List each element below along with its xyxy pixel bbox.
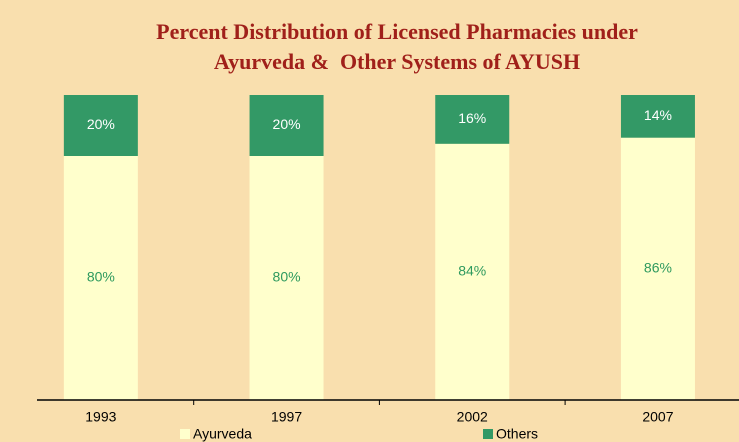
data-label: 20% [273, 116, 301, 132]
legend-label: Ayurveda [193, 426, 252, 442]
chart-title: Percent Distribution of Licensed Pharmac… [156, 19, 638, 44]
bar-segment [620, 95, 695, 138]
data-label: 86% [644, 260, 672, 276]
x-tick-label: 1993 [85, 409, 116, 425]
bar-segment [63, 95, 138, 156]
legend-swatch [180, 429, 190, 439]
chart-title: Ayurveda & Other Systems of AYUSH [214, 49, 580, 74]
data-label: 80% [273, 269, 301, 285]
bar-segment [63, 156, 138, 400]
data-label: 84% [458, 263, 486, 279]
data-label: 16% [458, 110, 486, 126]
bar-segment [435, 95, 510, 144]
bar-segment [249, 95, 324, 156]
bar-segment [620, 137, 695, 400]
x-tick-label: 2007 [642, 409, 673, 425]
data-label: 80% [87, 269, 115, 285]
legend-swatch [483, 429, 493, 439]
data-label: 20% [87, 116, 115, 132]
bar-segment [435, 143, 510, 401]
bar-segment [249, 156, 324, 400]
data-label: 14% [644, 107, 672, 123]
legend-label: Others [496, 426, 538, 442]
x-tick-label: 1997 [271, 409, 302, 425]
x-tick-label: 2002 [457, 409, 488, 425]
